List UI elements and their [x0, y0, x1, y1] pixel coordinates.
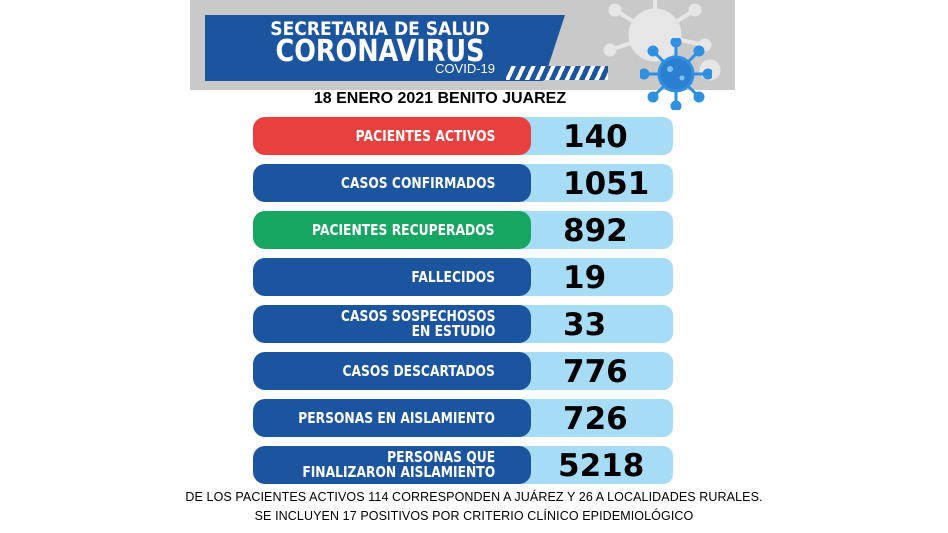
stat-label: FALLECIDOS — [253, 258, 531, 296]
footnote-line-2: SE INCLUYEN 17 POSITIVOS POR CRITERIO CL… — [254, 509, 694, 523]
header-banner — [205, 15, 565, 81]
stat-value: 726 — [563, 401, 628, 437]
secretaria-heading: SECRETARIA DE SALUD — [270, 18, 490, 40]
value-background — [503, 352, 673, 390]
stat-row-pacientes-recuperados: PACIENTES RECUPERADOS 892 — [253, 211, 673, 249]
stripe-decoration — [506, 66, 608, 80]
stat-value: 33 — [563, 307, 607, 343]
stat-row-pacientes-activos: PACIENTES ACTIVOS 140 — [253, 117, 673, 155]
virus-icon — [640, 38, 712, 110]
value-background — [503, 117, 673, 155]
stat-row-casos-confirmados: CASOS CONFIRMADOS 1051 — [253, 164, 673, 202]
main-title: CORONAVIRUS — [275, 34, 485, 69]
stat-row-casos-sospechosos: CASOS SOSPECHOSOS EN ESTUDIO 33 — [253, 305, 673, 343]
stat-label-line-1: PERSONAS QUE — [386, 448, 495, 466]
stat-label: PACIENTES RECUPERADOS — [253, 211, 531, 249]
stat-row-personas-en-aislamiento: PERSONAS EN AISLAMIENTO 726 — [253, 399, 673, 437]
stat-label: CASOS SOSPECHOSOS EN ESTUDIO — [253, 305, 531, 343]
footnote-line-1: DE LOS PACIENTES ACTIVOS 114 CORRESPONDE… — [185, 490, 763, 504]
date-location-line: 18 ENERO 2021 BENITO JUAREZ — [313, 90, 567, 107]
stat-row-fallecidos: FALLECIDOS 19 — [253, 258, 673, 296]
stat-label-line-1: CASOS SOSPECHOSOS — [340, 307, 495, 325]
value-background — [503, 211, 673, 249]
stat-label-line-2: FINALIZARON AISLAMIENTO — [302, 463, 495, 481]
stat-value: 776 — [563, 354, 628, 390]
value-background — [503, 305, 673, 343]
stat-value: 5218 — [558, 448, 645, 484]
stat-row-finalizaron-aislamiento: PERSONAS QUE FINALIZARON AISLAMIENTO 521… — [253, 446, 673, 484]
stat-label: CASOS CONFIRMADOS — [253, 164, 531, 202]
stat-label: PERSONAS QUE FINALIZARON AISLAMIENTO — [253, 446, 531, 484]
stat-label: PERSONAS EN AISLAMIENTO — [253, 399, 531, 437]
stat-value: 1051 — [563, 166, 650, 202]
stat-value: 140 — [563, 119, 628, 155]
value-background — [503, 399, 673, 437]
covid-label: COVID-19 — [435, 61, 495, 76]
value-background — [503, 258, 673, 296]
stat-label: CASOS DESCARTADOS — [253, 352, 531, 390]
stat-row-casos-descartados: CASOS DESCARTADOS 776 — [253, 352, 673, 390]
stat-value: 892 — [563, 213, 628, 249]
stat-value: 19 — [563, 260, 607, 296]
value-background — [503, 446, 673, 484]
stat-label-line-2: EN ESTUDIO — [411, 322, 495, 340]
stat-label: PACIENTES ACTIVOS — [253, 117, 531, 155]
value-background — [503, 164, 673, 202]
virus-watermark-icon — [603, 0, 721, 81]
